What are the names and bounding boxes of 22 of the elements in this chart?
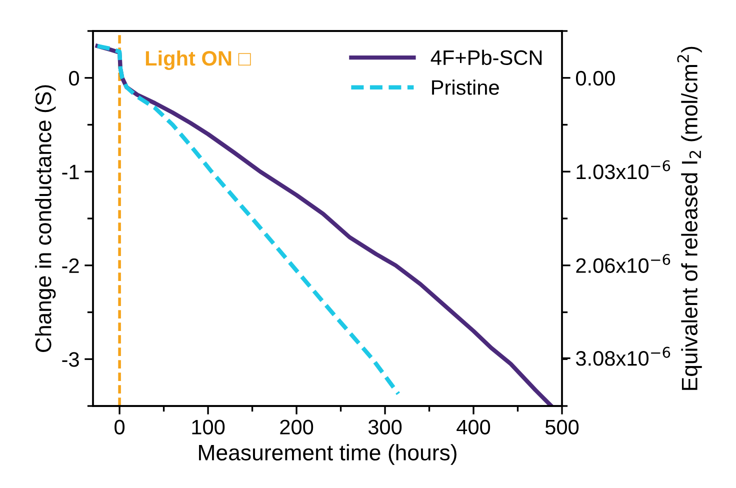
x-axis-title: Measurement time (hours) [199,444,456,465]
legend-label: 4F+Pb-SCN [430,50,542,66]
x-tick-label: 0 [114,420,125,434]
y-tick-label: -3 [62,352,79,367]
y2-tick-label: 2.06x10$^{−6}$ [576,254,670,273]
legend-label: Pristine [432,80,499,95]
y2-tick-label: 0.00 [576,70,615,86]
x-tick-label: 300 [368,420,402,434]
x-tick-label: 100 [192,420,225,434]
x-tick-label: 400 [456,420,490,434]
y2-tick-label: 1.03x10$^{−6}$ [576,160,670,180]
x-tick-label: 200 [280,420,314,434]
y-tick-label: 0 [69,70,79,86]
line-series [95,44,554,406]
y-tick-label: -1 [62,164,79,180]
ref-line-label: Light ON □ [146,50,251,70]
y-tick-label: -2 [62,258,79,273]
x-tick-label: 500 [545,420,579,434]
y2-axis-title: Equivalent of released I$_{2}$ (mol/cm$^{2}$) [677,46,702,390]
line-series [95,44,400,396]
y-axis-title: Change in conductance (S) [35,85,56,352]
y2-tick-label: 3.08x10$^{−6}$ [576,346,670,366]
